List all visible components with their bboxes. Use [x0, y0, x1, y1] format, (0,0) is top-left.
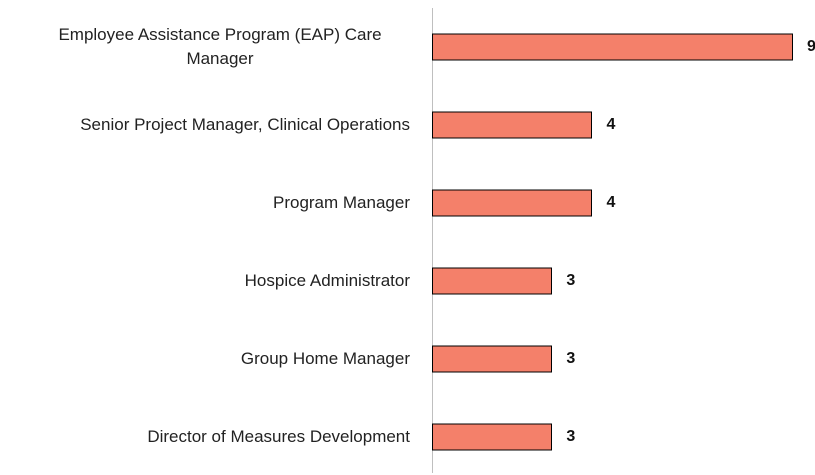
bar	[432, 189, 593, 217]
axis-line	[432, 8, 433, 473]
category-text: Hospice Administrator	[244, 271, 410, 290]
category-label: Director of Measures Development	[30, 425, 410, 449]
bar	[432, 33, 793, 61]
value-label: 9	[807, 38, 815, 55]
category-text: Employee Assistance Program (EAP) Care M…	[58, 25, 382, 68]
bar	[432, 423, 553, 451]
category-text: Senior Project Manager, Clinical Operati…	[80, 115, 410, 134]
category-text: Group Home Manager	[240, 349, 410, 368]
category-text: Director of Measures Development	[147, 427, 410, 446]
bar	[432, 111, 593, 139]
bar	[432, 345, 553, 373]
category-label: Employee Assistance Program (EAP) Care M…	[30, 23, 410, 71]
category-label: Program Manager	[30, 191, 410, 215]
category-label: Senior Project Manager, Clinical Operati…	[30, 113, 410, 137]
value-label: 3	[566, 272, 576, 289]
category-label: Hospice Administrator	[30, 269, 410, 293]
value-label: 4	[606, 116, 616, 133]
category-label: Group Home Manager	[30, 347, 410, 371]
value-label: 3	[566, 428, 576, 445]
value-label: 4	[606, 194, 616, 211]
category-text: Program Manager	[272, 193, 410, 212]
bar	[432, 267, 553, 295]
value-label: 3	[566, 350, 576, 367]
